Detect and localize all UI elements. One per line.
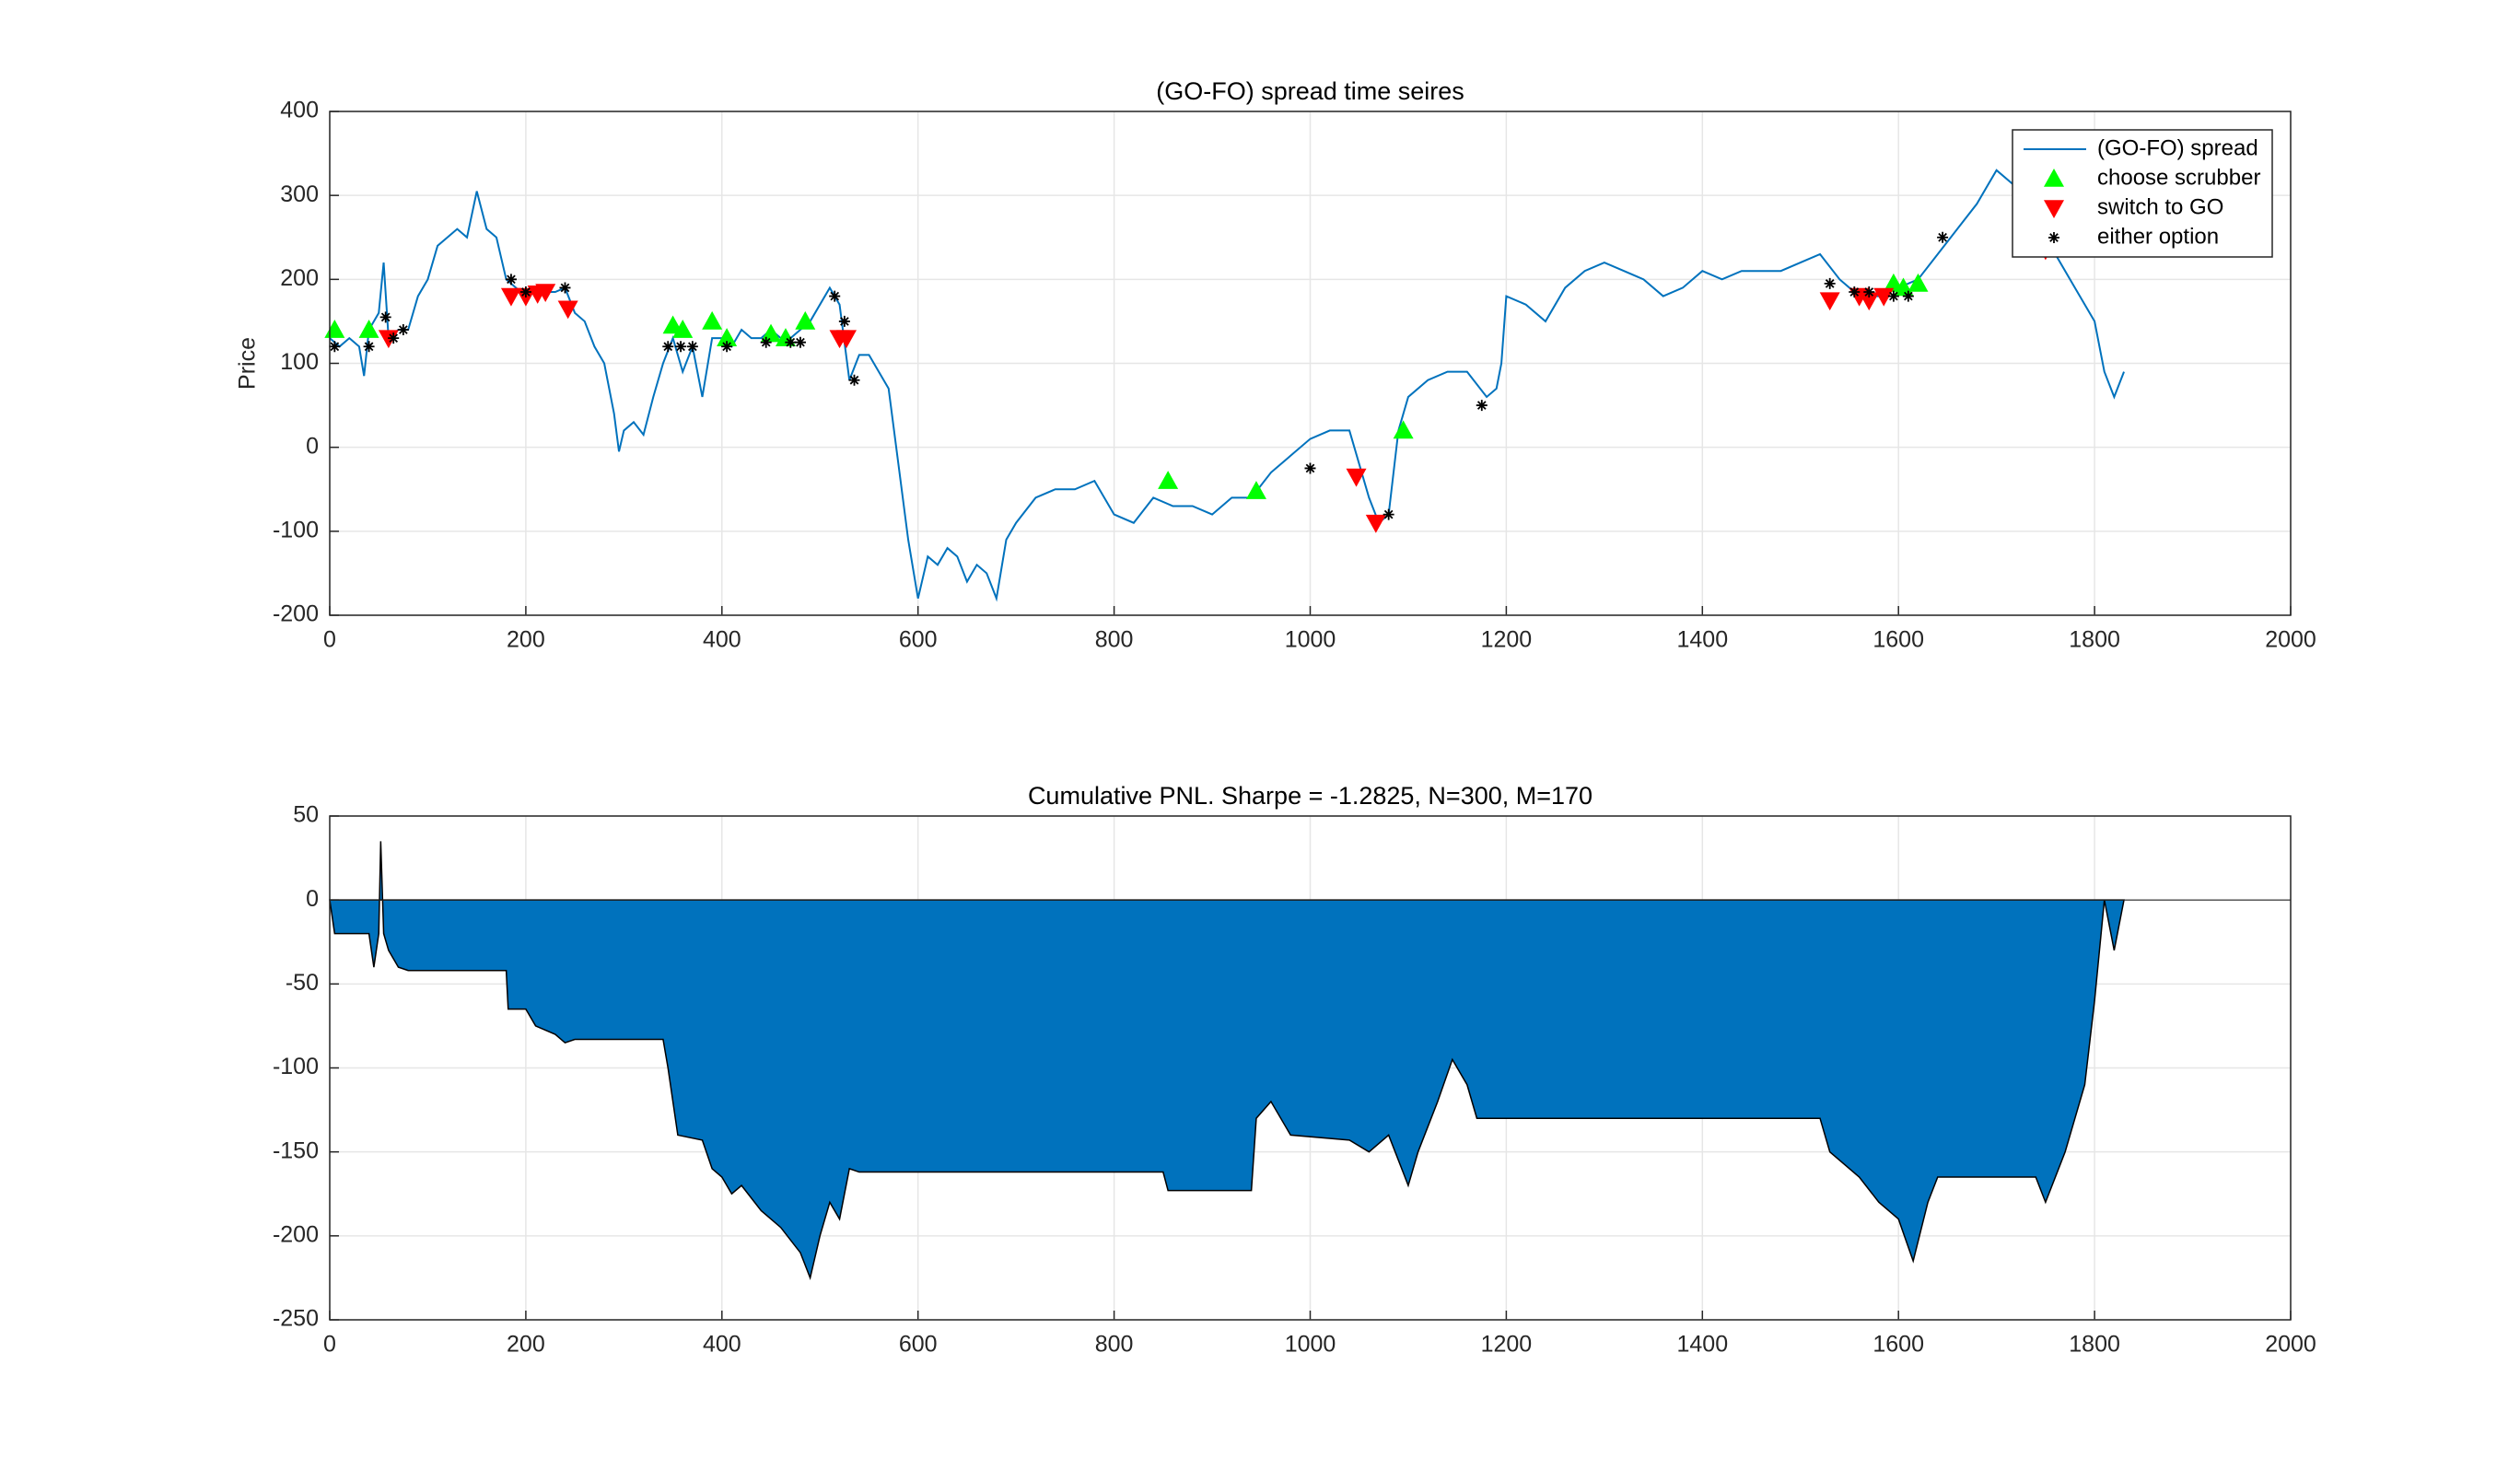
marker bbox=[1819, 292, 1840, 311]
marker bbox=[559, 282, 571, 294]
marker bbox=[1365, 514, 1386, 533]
y-tick-label: 50 bbox=[293, 802, 319, 828]
x-tick-label: 1600 bbox=[1872, 1332, 1924, 1358]
marker bbox=[363, 341, 375, 353]
marker bbox=[557, 300, 578, 320]
axes-frame bbox=[329, 111, 2292, 616]
x-tick-label: 200 bbox=[507, 627, 545, 653]
x-tick-label: 200 bbox=[507, 1332, 545, 1358]
marker bbox=[1887, 290, 1899, 302]
x-tick-label: 400 bbox=[703, 1332, 741, 1358]
marker bbox=[397, 324, 409, 336]
marker bbox=[1382, 508, 1394, 520]
legend-swatch bbox=[2044, 169, 2064, 187]
marker bbox=[795, 310, 816, 330]
marker bbox=[1902, 290, 1914, 302]
legend-swatch bbox=[2048, 232, 2059, 243]
x-tick-label: 0 bbox=[323, 627, 336, 653]
marker bbox=[675, 341, 687, 353]
x-tick-label: 400 bbox=[703, 627, 741, 653]
x-tick-label: 1800 bbox=[2069, 1332, 2120, 1358]
marker bbox=[662, 341, 674, 353]
y-tick-label: -100 bbox=[273, 517, 319, 542]
marker bbox=[785, 336, 797, 348]
x-tick-label: 1400 bbox=[1676, 1332, 1728, 1358]
y-tick-label: -200 bbox=[273, 1221, 319, 1247]
chart-title: Cumulative PNL. Sharpe = -1.2825, N=300,… bbox=[1028, 782, 1592, 810]
marker bbox=[519, 286, 531, 298]
marker bbox=[1304, 462, 1316, 474]
marker bbox=[1245, 481, 1266, 499]
marker bbox=[358, 320, 379, 338]
x-tick-label: 1800 bbox=[2069, 627, 2120, 653]
legend-label: (GO-FO) spread bbox=[2097, 135, 2258, 160]
marker bbox=[379, 311, 391, 323]
x-tick-label: 1000 bbox=[1285, 627, 1336, 653]
marker bbox=[1393, 420, 1414, 439]
x-tick-label: 2000 bbox=[2265, 627, 2316, 653]
marker bbox=[329, 341, 341, 353]
marker bbox=[1873, 287, 1895, 307]
x-tick-label: 0 bbox=[323, 1332, 336, 1358]
y-tick-label: 400 bbox=[280, 98, 319, 123]
marker bbox=[672, 320, 694, 338]
marker bbox=[1346, 468, 1367, 487]
marker bbox=[835, 330, 857, 349]
marker bbox=[760, 336, 772, 348]
y-tick-label: -200 bbox=[273, 601, 319, 627]
marker bbox=[838, 315, 850, 327]
marker bbox=[721, 341, 733, 353]
legend-swatch bbox=[2044, 200, 2064, 218]
axes-frame bbox=[329, 815, 2292, 1321]
marker bbox=[1476, 400, 1488, 412]
pnl-area bbox=[329, 841, 2125, 1280]
y-tick-label: 200 bbox=[280, 265, 319, 291]
legend-label: either option bbox=[2097, 224, 2219, 249]
marker bbox=[717, 328, 738, 346]
marker bbox=[1824, 277, 1836, 289]
y-tick-label: -250 bbox=[273, 1306, 319, 1332]
marker bbox=[686, 341, 698, 353]
y-axis-label: Price bbox=[235, 337, 261, 390]
marker bbox=[388, 332, 400, 344]
x-tick-label: 1200 bbox=[1481, 627, 1533, 653]
marker bbox=[794, 336, 806, 348]
x-tick-label: 800 bbox=[1095, 1332, 1134, 1358]
marker bbox=[1849, 286, 1861, 298]
y-tick-label: 300 bbox=[280, 181, 319, 207]
x-tick-label: 1200 bbox=[1481, 1332, 1533, 1358]
marker bbox=[1908, 273, 1929, 292]
legend-label: choose scrubber bbox=[2097, 165, 2260, 190]
y-tick-label: -150 bbox=[273, 1137, 319, 1163]
marker bbox=[505, 274, 517, 286]
x-tick-label: 1400 bbox=[1676, 627, 1728, 653]
marker bbox=[829, 290, 841, 302]
legend: (GO-FO) spread choose scrubber switch to G… bbox=[2012, 129, 2273, 258]
y-tick-label: -100 bbox=[273, 1054, 319, 1079]
x-tick-label: 600 bbox=[899, 627, 938, 653]
legend-label: switch to GO bbox=[2097, 194, 2223, 219]
marker bbox=[702, 310, 723, 330]
marker bbox=[1863, 286, 1875, 298]
x-tick-label: 800 bbox=[1095, 627, 1134, 653]
marker bbox=[1937, 231, 1949, 243]
marker bbox=[1158, 471, 1179, 489]
x-tick-label: 1000 bbox=[1285, 1332, 1336, 1358]
y-tick-label: 100 bbox=[280, 349, 319, 375]
x-tick-label: 600 bbox=[899, 1332, 938, 1358]
y-tick-label: -50 bbox=[286, 970, 319, 996]
marker bbox=[1859, 292, 1880, 311]
marker bbox=[848, 374, 860, 386]
x-tick-label: 1600 bbox=[1872, 627, 1924, 653]
x-tick-label: 2000 bbox=[2265, 1332, 2316, 1358]
chart-title: (GO-FO) spread time seires bbox=[1156, 77, 1464, 105]
y-tick-label: 0 bbox=[306, 433, 319, 459]
y-tick-label: 0 bbox=[306, 886, 319, 912]
marker bbox=[500, 287, 521, 307]
marker bbox=[535, 284, 556, 303]
